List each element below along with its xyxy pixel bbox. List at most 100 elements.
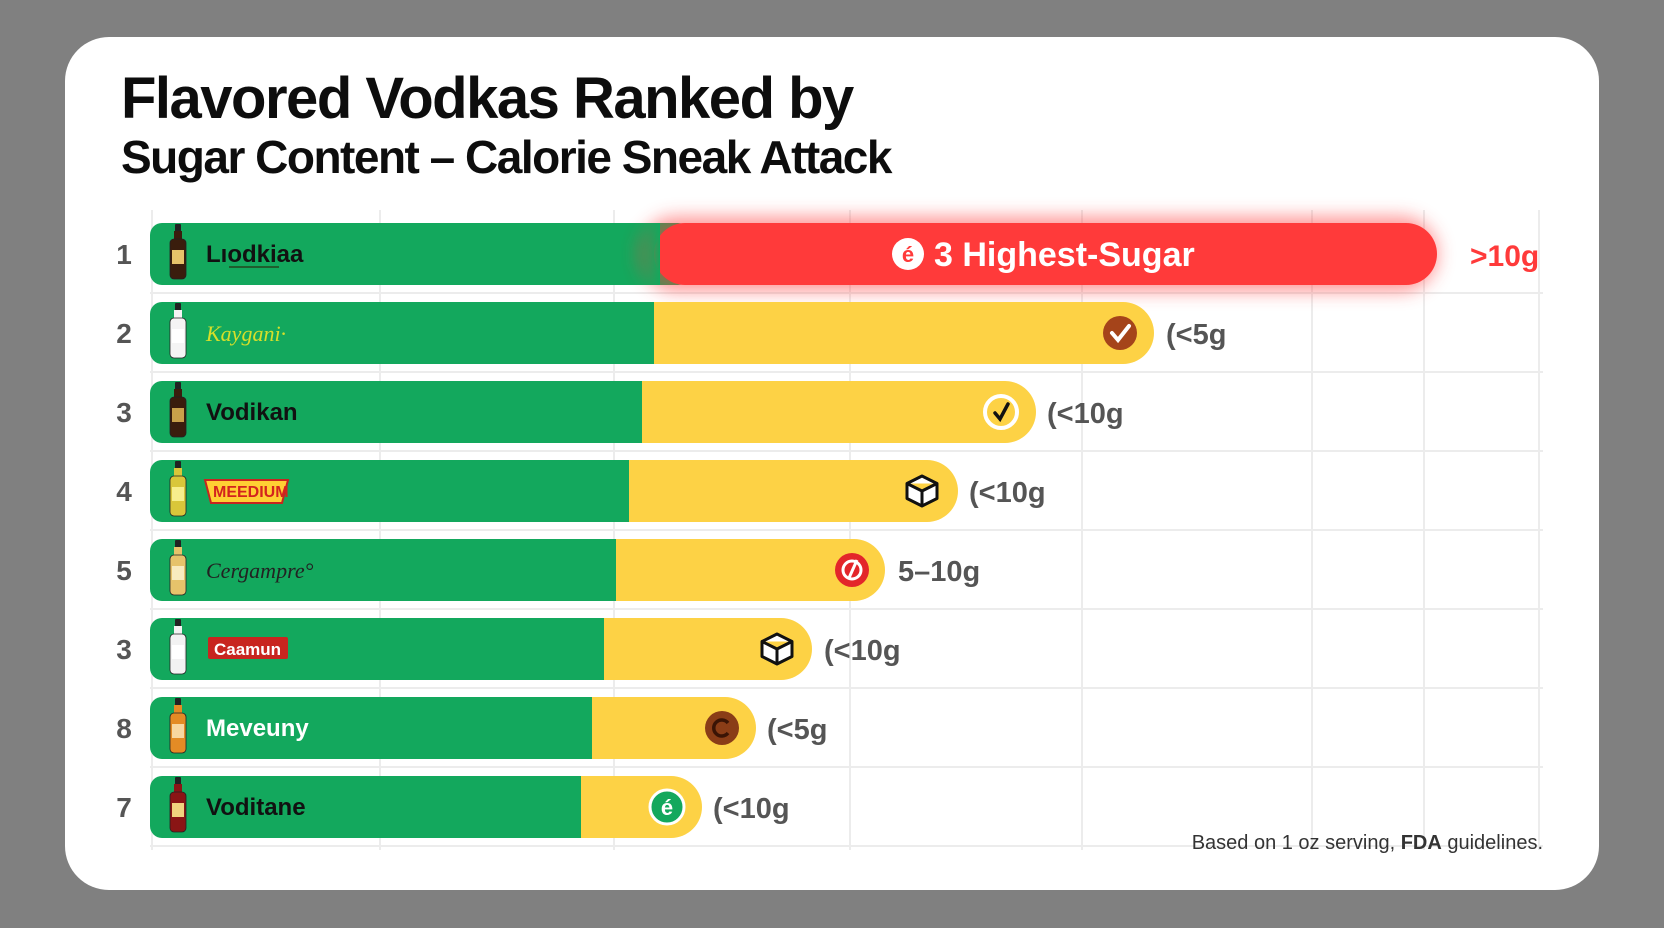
bar-row: 8 (<5g Meveuny [116, 697, 827, 759]
highlight-icon: é [902, 242, 914, 267]
bottle-neck [174, 231, 182, 241]
bar-segment-green [150, 539, 616, 601]
highlight-icon-bg [892, 238, 924, 270]
brand-label: Caamun [214, 640, 281, 659]
value-label: (<5g [1166, 319, 1226, 351]
icon-circle [983, 394, 1019, 430]
bar-segment-green-edge [640, 302, 654, 364]
rank-label: 3 [116, 397, 132, 428]
bar-segment-green-edge [590, 618, 604, 680]
bar-segment-green [150, 776, 581, 838]
bottle-neck [174, 547, 182, 557]
bar-segment-green [150, 381, 642, 443]
bar-row: 3 (<10g Caamun [116, 618, 901, 680]
bar-row: 7 (<10g Voditane [116, 776, 790, 838]
bottle-neck [174, 626, 182, 636]
brand-label: MEEDIUM [213, 484, 289, 501]
bar-segment-green-edge [615, 460, 629, 522]
icon-check [1110, 324, 1131, 344]
chart-title: Flavored Vodkas Ranked by Sugar Content … [121, 70, 892, 183]
value-label: (<10g [1047, 398, 1124, 430]
icon-circle [648, 788, 686, 826]
brand-label: Kaygani· [205, 321, 286, 346]
bottle-cap [175, 619, 181, 627]
icon-circle [705, 711, 739, 745]
bottle-cap [175, 382, 181, 390]
bottle-label [172, 645, 184, 659]
bottle-cap [175, 461, 181, 469]
swirl-icon [835, 553, 869, 587]
bottle-icon [169, 540, 187, 596]
bar-segment-green [150, 302, 654, 364]
bottle-cap [175, 303, 181, 311]
bar-segment-green-edge [602, 539, 616, 601]
bar-segment-red [654, 223, 1437, 285]
bar-segment-green-edge [567, 776, 581, 838]
icon-e-glyph: é [661, 795, 673, 820]
bottle-label [172, 487, 184, 501]
bottle-neck [174, 468, 182, 478]
bar-segment-green [150, 223, 690, 285]
bottle-neck [174, 784, 182, 794]
bottle-label [172, 724, 184, 738]
footnote-suffix: guidelines. [1441, 832, 1543, 854]
title-line-2: Sugar Content – Calorie Sneak Attack [121, 131, 892, 183]
icon-cube [760, 632, 794, 666]
bottle-label [172, 250, 184, 264]
bar-row: 5 5–10g Cergampre° [116, 539, 980, 601]
bar-segment-green [150, 618, 604, 680]
icon-circle [1103, 316, 1137, 350]
bottle-label [172, 408, 184, 422]
bar-segment-green [150, 460, 629, 522]
rank-label: 3 [116, 634, 132, 665]
rank-label: 7 [116, 792, 132, 823]
bar-segment-green [150, 697, 592, 759]
footnote-bold: FDA [1400, 832, 1442, 854]
bottle-icon [169, 619, 187, 675]
bar-segment-green-edge [578, 697, 592, 759]
cube-icon [760, 632, 794, 666]
bottle-icon [169, 698, 187, 754]
footnote: Based on 1 oz serving, FDA guidelines. [1150, 832, 1543, 855]
icon-c [712, 718, 730, 738]
value-label: (<5g [767, 714, 827, 746]
brand-label: Voditane [206, 794, 306, 821]
bar-row: 2 (<5g Kaygani· [116, 302, 1226, 364]
cube-icon [905, 474, 939, 508]
rank-label: 2 [116, 318, 132, 349]
bar-row: 4 (<10g MEEDIUM [116, 460, 1046, 522]
footnote-prefix: Based on 1 oz serving, [1191, 832, 1401, 854]
bottle-label [172, 566, 184, 580]
check-circle-icon [1103, 316, 1137, 350]
brand-badge [203, 479, 290, 504]
icon-cube [905, 474, 939, 508]
icon-swirl-stroke [847, 559, 859, 579]
bottle-cap [175, 224, 181, 232]
bottle-cap [175, 777, 181, 785]
bottle-neck [174, 310, 182, 320]
bar-segment-green-edge [628, 381, 642, 443]
bar-rows: 1 é 3 Highest-Sugar >10g Lıodkiaa 2 (<5g Kaygan… [116, 217, 1539, 838]
brand-badge [208, 637, 288, 659]
brand-label: Lıodkiaa [206, 241, 304, 268]
bottle-cap [175, 698, 181, 706]
highlight-label: 3 Highest-Sugar [934, 236, 1195, 274]
check-badge-icon [983, 394, 1019, 430]
bottle-label [172, 803, 184, 817]
brand-label: Vodikan [206, 399, 298, 426]
bar-row: 1 é 3 Highest-Sugar >10g Lıodkiaa [116, 217, 1539, 291]
bar-row: 3 (<10g Vodikan [116, 381, 1124, 443]
icon-swirl [841, 559, 863, 581]
c-circle-icon [705, 711, 739, 745]
bottle-icon [169, 303, 187, 359]
bottle-icon [169, 777, 187, 833]
value-label: >10g [1470, 240, 1539, 273]
icon-check [993, 402, 1010, 423]
e-circle-icon: é [648, 788, 686, 826]
bottle-icon [169, 461, 187, 517]
bottle-neck [174, 389, 182, 399]
value-label: (<10g [713, 793, 790, 825]
value-label: (<10g [969, 477, 1046, 509]
value-label: (<10g [824, 635, 901, 667]
brand-label: Meveuny [206, 715, 309, 742]
